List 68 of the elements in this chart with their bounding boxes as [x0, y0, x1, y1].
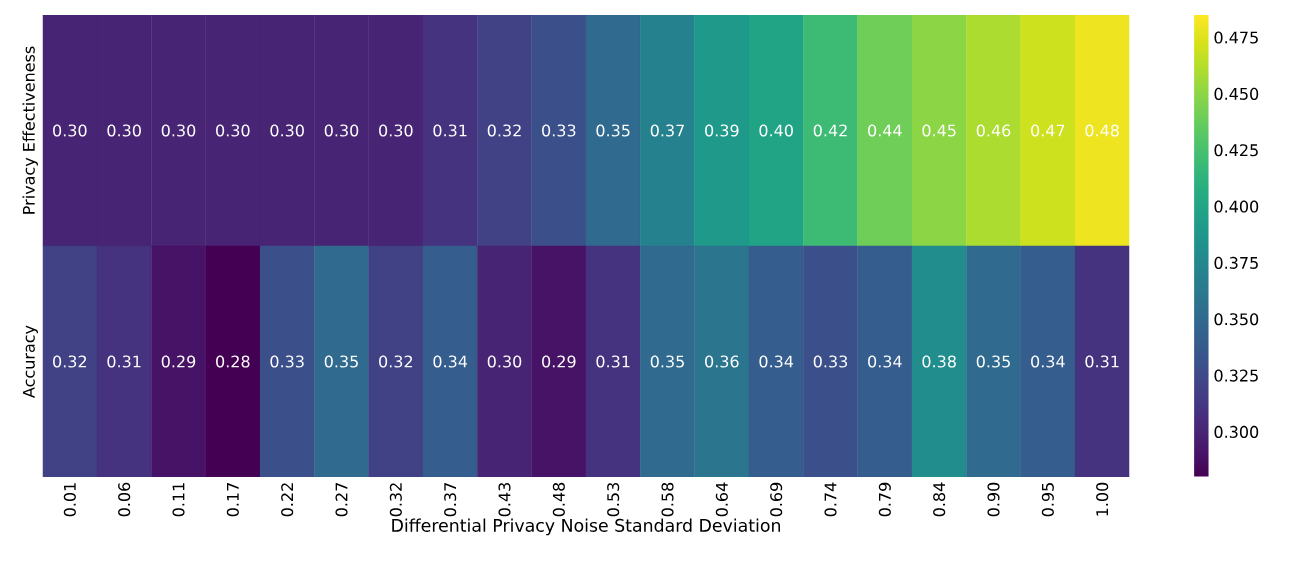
data-label: 0.39	[705, 124, 739, 137]
x-axis-title: Differential Privacy Noise Standard Deviation	[392, 518, 781, 536]
x-tick-label: 0.17	[226, 483, 239, 517]
data-label: 0.44	[868, 124, 902, 137]
data-label: 0.34	[759, 355, 794, 368]
color-bar-label: 0.425	[1214, 144, 1258, 157]
data-label: 0.30	[324, 124, 359, 137]
x-tick-label: 0.43	[498, 483, 511, 517]
y-tick-label: Accuracy	[22, 325, 38, 398]
data-label: 0.30	[379, 124, 413, 137]
data-label: 0.33	[542, 124, 576, 137]
data-label: 0.34	[1031, 355, 1065, 368]
x-tick-label: 1.00	[1096, 482, 1109, 516]
data-label: 0.32	[487, 124, 521, 137]
x-tick-label: 0.22	[281, 483, 294, 517]
data-label: 0.31	[107, 355, 141, 368]
data-label: 0.35	[650, 355, 684, 368]
data-label: 0.32	[53, 355, 87, 368]
x-tick-label: 0.32	[389, 483, 402, 517]
y-tick-label: Privacy Effectiveness	[22, 46, 38, 214]
color-bar-label: 0.450	[1214, 87, 1259, 100]
color-bar-label: 0.375	[1214, 256, 1258, 269]
x-tick-label: 0.90	[987, 482, 1000, 517]
x-tick-label: 0.79	[878, 482, 891, 517]
data-label: 0.31	[1085, 355, 1119, 368]
x-tick-label: 0.64	[715, 482, 728, 517]
data-label: 0.34	[868, 355, 902, 368]
data-label: 0.42	[813, 124, 847, 137]
data-label: 0.30	[53, 124, 87, 137]
data-label: 0.37	[650, 124, 684, 137]
data-label: 0.30	[161, 124, 196, 137]
color-bar-label: 0.300	[1214, 425, 1259, 438]
x-tick-label: 0.06	[118, 482, 131, 517]
data-label: 0.28	[216, 355, 250, 368]
data-label: 0.31	[433, 124, 467, 137]
data-label: 0.35	[324, 355, 358, 368]
x-tick-label: 0.11	[172, 483, 185, 517]
color-bar-label: 0.325	[1214, 369, 1258, 382]
data-label: 0.33	[813, 355, 848, 368]
data-label: 0.40	[759, 124, 793, 137]
data-label: 0.30	[487, 355, 522, 368]
color-bar-label: 0.400	[1214, 200, 1259, 213]
data-label: 0.48	[1085, 124, 1119, 137]
x-tick-label: 0.95	[1041, 483, 1054, 517]
data-label: 0.38	[922, 355, 956, 368]
color-bar-label: 0.475	[1214, 31, 1258, 44]
x-tick-label: 0.27	[335, 483, 348, 517]
data-label: 0.32	[379, 355, 413, 368]
data-label: 0.47	[1031, 124, 1065, 137]
data-label: 0.45	[922, 124, 956, 137]
x-tick-label: 0.84	[933, 482, 946, 517]
data-label: 0.29	[542, 355, 576, 368]
x-tick-label: 0.69	[770, 482, 783, 517]
data-label: 0.29	[161, 355, 196, 368]
data-label: 0.30	[107, 124, 141, 137]
data-label: 0.35	[976, 355, 1010, 368]
x-tick-label: 0.74	[824, 482, 837, 517]
data-label: 0.30	[270, 124, 304, 137]
data-label: 0.35	[596, 124, 630, 137]
x-tick-label: 0.37	[444, 483, 457, 517]
x-tick-label: 0.58	[661, 482, 674, 517]
x-tick-label: 0.53	[607, 483, 620, 517]
data-label: 0.46	[976, 124, 1011, 137]
x-tick-label: 0.01	[63, 483, 76, 517]
data-label: 0.31	[596, 355, 630, 368]
data-label: 0.30	[216, 124, 250, 137]
x-tick-label: 0.48	[552, 482, 565, 517]
color-bar-label: 0.350	[1214, 313, 1259, 326]
